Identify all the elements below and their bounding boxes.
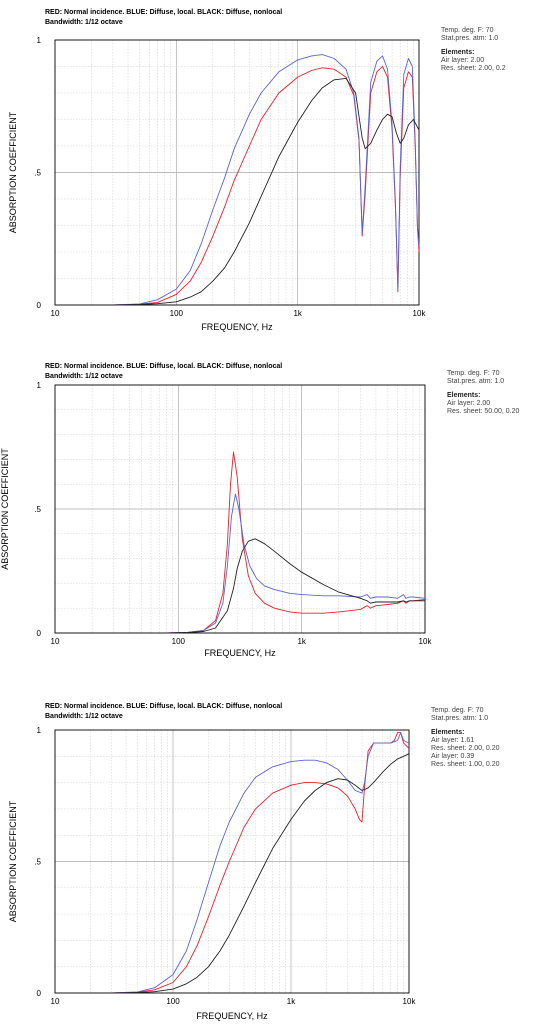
series-line-2	[166, 493, 426, 634]
x-tick-label: 1k	[287, 997, 296, 1006]
y-tick-label: .5	[34, 169, 41, 178]
x-axis-label: FREQUENCY, Hz	[204, 648, 276, 658]
y-tick-label: 1	[37, 36, 42, 45]
x-tick-label: 10k	[419, 637, 433, 646]
series-line-2	[111, 732, 410, 994]
x-tick-label: 1k	[293, 309, 302, 318]
chart-header-line1: RED: Normal incidence. BLUE: Diffuse, lo…	[45, 9, 282, 16]
series-line-3	[166, 538, 425, 634]
series-line-3	[111, 753, 410, 994]
x-tick-label: 10k	[403, 997, 417, 1006]
chart-3: RED: Normal incidence. BLUE: Diffuse, lo…	[8, 703, 500, 1021]
chart-1: RED: Normal incidence. BLUE: Diffuse, lo…	[8, 9, 506, 332]
temp-label: Temp. deg. F: 70	[441, 27, 494, 34]
y-tick-label: 1	[37, 381, 42, 390]
temp-label: Temp. deg. F: 70	[431, 707, 484, 714]
element-entry: Air layer: 0.39	[431, 753, 474, 760]
x-tick-label: 1k	[297, 637, 306, 646]
x-axis-label: FREQUENCY, Hz	[196, 1011, 268, 1021]
chart-header-line2: Bandwidth: 1/12 octave	[45, 373, 123, 380]
chart-header-line1: RED: Normal incidence. BLUE: Diffuse, lo…	[45, 703, 282, 710]
element-entry: Air layer: 2.00	[441, 57, 484, 64]
series-line-3	[112, 77, 420, 306]
y-axis-label: ABSORPTION COEFFICIENT	[8, 800, 18, 922]
pressure-label: Stat.pres. atm: 1.0	[447, 378, 504, 385]
series-line-2	[112, 54, 420, 306]
temp-label: Temp. deg. F: 70	[447, 370, 500, 377]
chart-header-line2: Bandwidth: 1/12 octave	[45, 713, 123, 720]
x-tick-label: 100	[166, 997, 180, 1006]
x-tick-label: 10k	[413, 309, 427, 318]
y-axis-label: ABSORPTION COEFFICIENT	[0, 448, 10, 570]
element-entry: Air layer: 1.61	[431, 737, 474, 744]
x-tick-label: 10	[51, 637, 60, 646]
y-axis-label: ABSORPTION COEFFICIENT	[8, 111, 18, 233]
element-entry: Res. sheet: 2.00, 0.2	[441, 65, 506, 72]
x-tick-label: 10	[51, 309, 60, 318]
plot-frame	[54, 729, 410, 994]
chart-header-line1: RED: Normal incidence. BLUE: Diffuse, lo…	[45, 363, 282, 370]
plots: RED: Normal incidence. BLUE: Diffuse, lo…	[0, 9, 519, 1021]
elements-title: Elements:	[441, 49, 474, 56]
grid	[55, 385, 425, 633]
y-tick-label: 0	[37, 629, 42, 638]
plot-frame	[54, 39, 420, 306]
element-entry: Res. sheet: 2.00, 0.20	[431, 745, 500, 752]
pressure-label: Stat.pres. atm: 1.0	[431, 715, 488, 722]
grid	[55, 730, 409, 993]
y-tick-label: .5	[34, 858, 41, 867]
element-entry: Air layer: 2.00	[447, 400, 490, 407]
series-line-1	[166, 451, 426, 634]
x-tick-label: 100	[170, 309, 184, 318]
y-tick-label: 1	[37, 726, 42, 735]
chart-2: RED: Normal incidence. BLUE: Diffuse, lo…	[0, 363, 519, 658]
elements-title: Elements:	[431, 729, 464, 736]
y-tick-label: 0	[37, 301, 42, 310]
pressure-label: Stat.pres. atm: 1.0	[441, 35, 498, 42]
grid	[55, 40, 419, 305]
y-tick-label: .5	[34, 505, 41, 514]
x-tick-label: 10	[51, 997, 60, 1006]
x-tick-label: 100	[172, 637, 186, 646]
x-axis-label: FREQUENCY, Hz	[201, 322, 273, 332]
element-entry: Res. sheet: 50.00, 0.20	[447, 408, 519, 415]
elements-title: Elements:	[447, 392, 480, 399]
chart-header-line2: Bandwidth: 1/12 octave	[45, 19, 123, 26]
plot-frame	[54, 384, 426, 634]
y-tick-label: 0	[37, 989, 42, 998]
element-entry: Res. sheet: 1.00, 0.20	[431, 761, 500, 768]
